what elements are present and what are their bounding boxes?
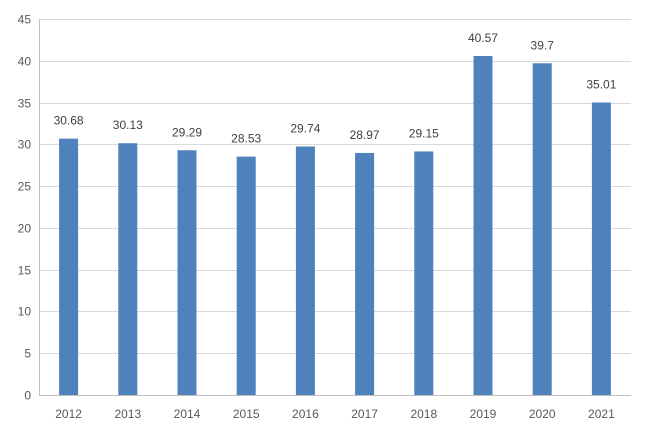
y-tick-label: 25 — [18, 180, 32, 194]
bar-2016 — [295, 146, 315, 395]
x-tick-label-2017: 2017 — [351, 407, 378, 421]
bar-2015 — [236, 156, 256, 395]
y-tick-label: 5 — [24, 347, 31, 361]
x-tick-label-2016: 2016 — [292, 407, 319, 421]
data-label-2018: 29.15 — [409, 126, 439, 140]
data-label-2015: 28.53 — [231, 132, 261, 146]
x-axis-ticks: 2012 2013 2014 2015 2016 2017 2018 2019 2020 2021 — [55, 407, 615, 421]
bar-2012 — [59, 138, 79, 395]
y-tick-label: 40 — [18, 55, 32, 69]
x-tick-label-2019: 2019 — [470, 407, 497, 421]
x-tick-label-2014: 2014 — [174, 407, 201, 421]
x-tick-label-2018: 2018 — [410, 407, 437, 421]
y-tick-label: 30 — [18, 138, 32, 152]
y-tick-label: 0 — [24, 389, 31, 403]
y-axis-ticks: 0 5 10 15 20 25 30 35 40 45 — [18, 13, 32, 403]
data-label-2012: 30.68 — [54, 114, 84, 128]
y-tick-label: 15 — [18, 264, 32, 278]
bar-2018 — [414, 151, 434, 395]
data-label-2013: 30.13 — [113, 118, 143, 132]
bars — [59, 56, 611, 396]
gridlines — [39, 19, 631, 354]
y-tick-label: 20 — [18, 222, 32, 236]
y-tick-label: 10 — [18, 305, 32, 319]
data-label-2021: 35.01 — [586, 77, 616, 91]
bar-2021 — [591, 102, 611, 396]
x-tick-label-2020: 2020 — [529, 407, 556, 421]
bar-2020 — [532, 63, 552, 395]
data-labels: 30.68 30.13 29.29 28.53 29.74 28.97 29.15 40.57… — [54, 31, 617, 146]
bar-2017 — [355, 152, 375, 395]
y-tick-label: 35 — [18, 97, 32, 111]
x-tick-label-2015: 2015 — [233, 407, 260, 421]
data-label-2016: 29.74 — [290, 122, 320, 136]
data-label-2017: 28.97 — [350, 128, 380, 142]
y-tick-label: 45 — [18, 13, 32, 27]
x-tick-label-2021: 2021 — [588, 407, 615, 421]
data-label-2020: 39.7 — [531, 38, 555, 52]
data-label-2014: 29.29 — [172, 125, 202, 139]
bar-2019 — [473, 56, 493, 396]
x-tick-label-2013: 2013 — [114, 407, 141, 421]
data-label-2019: 40.57 — [468, 31, 498, 45]
bar-2013 — [118, 143, 138, 395]
bar-2014 — [177, 150, 197, 395]
x-tick-label-2012: 2012 — [55, 407, 82, 421]
